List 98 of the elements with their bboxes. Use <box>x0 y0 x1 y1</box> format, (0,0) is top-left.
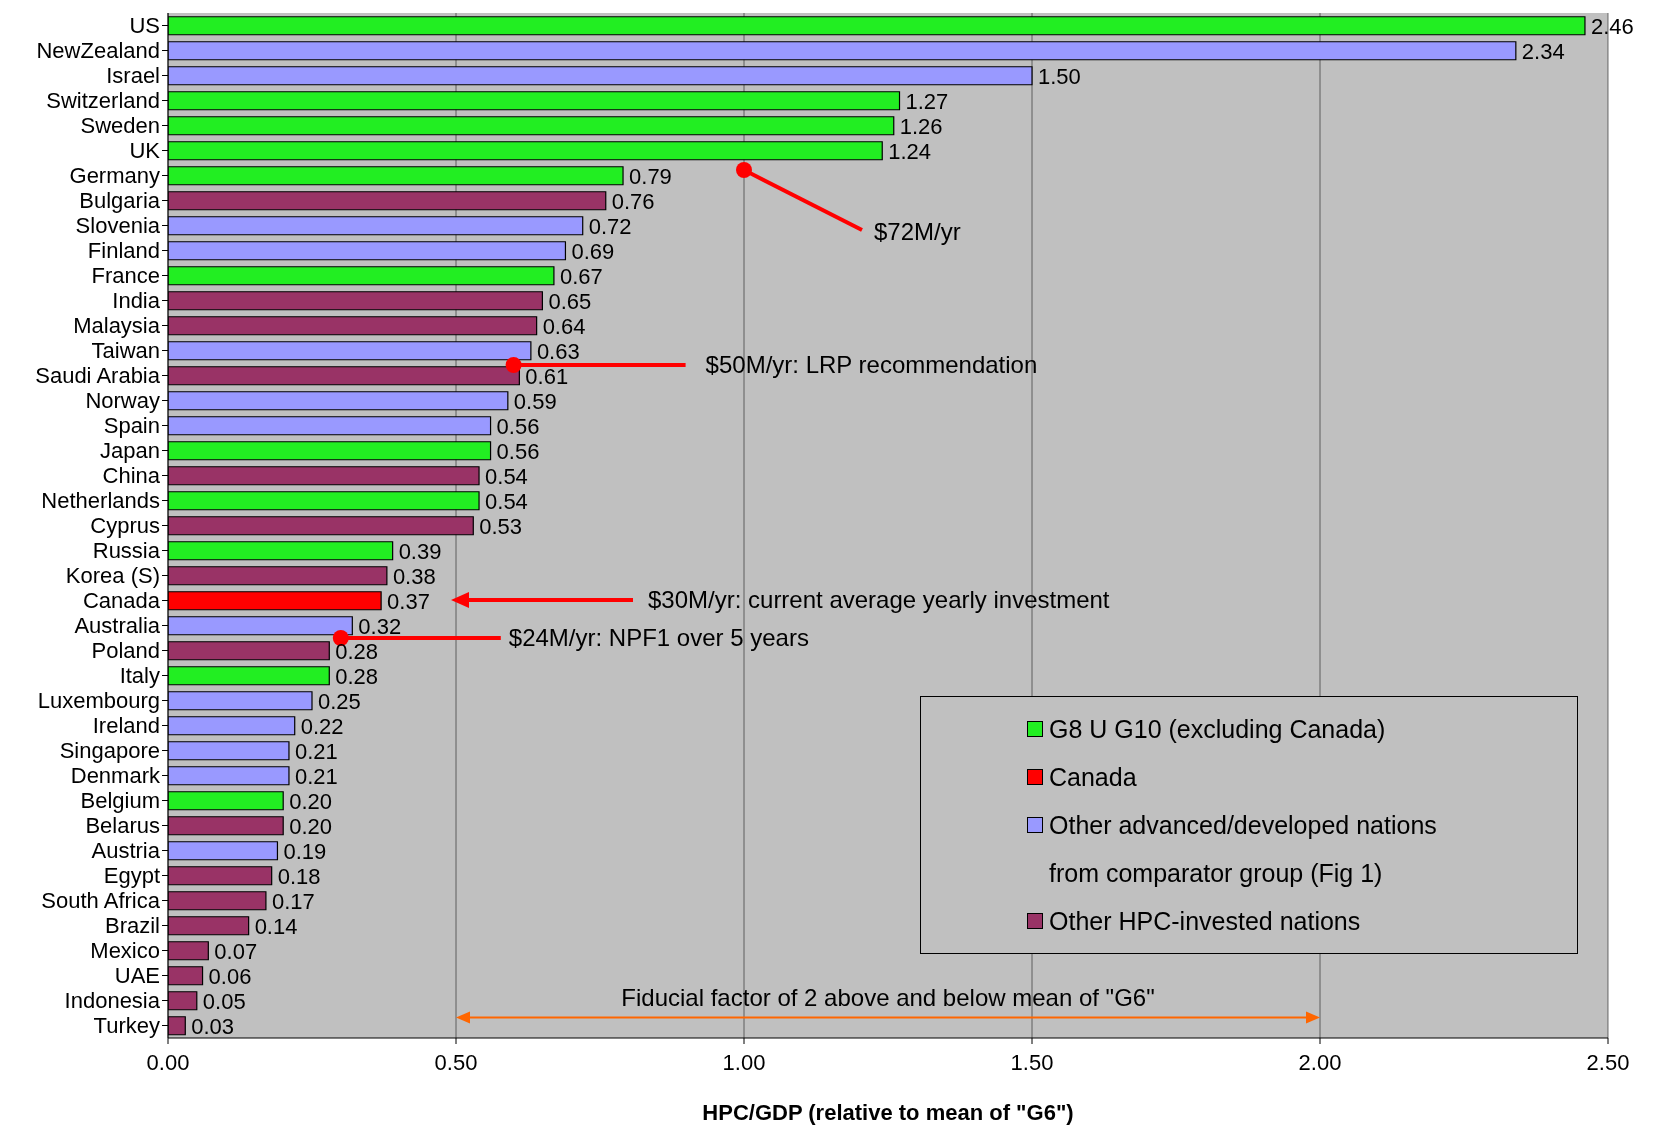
y-tick-label: Turkey <box>93 1013 160 1039</box>
data-label: 0.64 <box>542 313 586 339</box>
annotation: $50M/yr: LRP recommendation <box>705 351 1038 378</box>
y-tick-label: Japan <box>100 438 160 464</box>
data-label: 0.56 <box>496 438 540 464</box>
data-label: 0.38 <box>392 563 436 589</box>
annotation: $24M/yr: NPF1 over 5 years <box>508 624 809 651</box>
y-tick-label: Bulgaria <box>79 188 161 214</box>
data-label: 0.19 <box>283 838 327 864</box>
data-label: 0.37 <box>387 588 430 614</box>
y-tick-label: UAE <box>114 963 160 989</box>
x-tick-label: 1.00 <box>722 1049 766 1075</box>
data-label: 0.39 <box>398 538 442 564</box>
y-tick-label: Netherlands <box>41 488 160 514</box>
y-tick-label: Russia <box>92 538 161 564</box>
data-label: 0.32 <box>358 613 402 639</box>
y-tick-label: Denmark <box>70 763 161 789</box>
data-label: 0.76 <box>611 188 655 214</box>
annotation: $30M/yr: current average yearly investment <box>648 586 1110 613</box>
y-tick-label: Belarus <box>85 813 160 839</box>
data-label: 0.05 <box>202 988 246 1014</box>
data-label: 0.59 <box>513 388 557 414</box>
data-label: 0.54 <box>485 463 528 489</box>
y-tick-label: China <box>102 463 161 489</box>
y-tick-label: Malaysia <box>73 313 161 339</box>
y-tick-label: Norway <box>85 388 160 414</box>
y-tick-label: Switzerland <box>46 88 160 114</box>
data-label: 2.46 <box>1590 13 1634 39</box>
y-tick-label: Saudi Arabia <box>35 363 161 389</box>
data-label: 1.50 <box>1038 63 1081 89</box>
data-label: 0.17 <box>271 888 315 914</box>
x-axis-title: HPC/GDP (relative to mean of "G6") <box>702 1100 1074 1125</box>
data-label: 0.25 <box>318 688 361 714</box>
y-tick-label: France <box>91 263 160 289</box>
y-tick-label: Luxembourg <box>37 688 160 714</box>
data-label: 0.79 <box>629 163 672 189</box>
legend-label: G8 U G10 (excluding Canada) <box>1049 714 1387 745</box>
data-label: 0.61 <box>525 363 569 389</box>
legend-label: Other advanced/developed nations from comparator group (Fig 1) <box>1049 810 1438 889</box>
y-tick-label: US <box>129 13 160 39</box>
data-label: 0.03 <box>191 1013 235 1039</box>
y-tick-label: Taiwan <box>91 338 160 364</box>
data-label: 0.07 <box>214 938 258 964</box>
y-tick-label: Australia <box>74 613 161 639</box>
data-label: 0.65 <box>548 288 592 314</box>
y-tick-label: Indonesia <box>64 988 161 1014</box>
y-tick-label: Canada <box>82 588 161 614</box>
data-label: 0.63 <box>536 338 580 364</box>
y-tick-label: Germany <box>69 163 160 189</box>
y-tick-label: UK <box>129 138 161 164</box>
y-tick-label: Ireland <box>92 713 160 739</box>
data-label: 0.18 <box>277 863 321 889</box>
data-label: 0.20 <box>289 788 333 814</box>
y-tick-label: Cyprus <box>90 513 160 539</box>
data-label: 0.21 <box>294 738 338 764</box>
y-tick-label: South Africa <box>41 888 161 914</box>
y-tick-label: India <box>112 288 161 314</box>
data-label: 0.72 <box>588 213 632 239</box>
y-tick-label: Egypt <box>103 863 160 889</box>
data-label: 0.21 <box>294 763 338 789</box>
data-label: 1.26 <box>899 113 943 139</box>
x-tick-label: 0.00 <box>146 1049 190 1075</box>
y-tick-label: Italy <box>119 663 160 689</box>
data-label: 0.69 <box>571 238 615 264</box>
annotation: $72M/yr <box>874 218 961 245</box>
data-label: 2.34 <box>1521 38 1565 64</box>
y-tick-label: Austria <box>91 838 161 864</box>
x-tick-label: 2.50 <box>1586 1049 1630 1075</box>
y-tick-label: Sweden <box>80 113 160 139</box>
data-label: 0.14 <box>254 913 298 939</box>
legend-label: Canada <box>1049 762 1138 793</box>
data-label: 0.20 <box>289 813 333 839</box>
y-tick-label: Israel <box>106 63 160 89</box>
y-tick-label: Mexico <box>90 938 160 964</box>
x-tick-label: 0.50 <box>434 1049 478 1075</box>
data-label: 0.22 <box>300 713 344 739</box>
y-tick-label: Korea (S) <box>65 563 160 589</box>
y-tick-label: Belgium <box>80 788 160 814</box>
y-tick-label: Singapore <box>59 738 160 764</box>
data-label: 1.24 <box>888 138 932 164</box>
legend-label: Other HPC-invested nations <box>1049 906 1362 937</box>
y-tick-label: Brazil <box>104 913 160 939</box>
data-label: 0.56 <box>496 413 540 439</box>
data-label: 0.06 <box>208 963 252 989</box>
annotation: Fiducial factor of 2 above and below mean of "G6" <box>621 983 1155 1011</box>
y-tick-label: Slovenia <box>75 213 161 239</box>
y-tick-label: Poland <box>91 638 160 664</box>
data-label: 0.28 <box>335 663 379 689</box>
y-tick-label: Finland <box>87 238 160 264</box>
data-label: 0.53 <box>479 513 523 539</box>
data-label: 0.54 <box>485 488 528 514</box>
y-tick-label: NewZealand <box>36 38 160 64</box>
data-label: 1.27 <box>905 88 949 114</box>
y-tick-label: Spain <box>103 413 160 439</box>
x-tick-label: 2.00 <box>1298 1049 1342 1075</box>
data-label: 0.28 <box>335 638 379 664</box>
data-label: 0.67 <box>559 263 603 289</box>
x-tick-label: 1.50 <box>1010 1049 1054 1075</box>
